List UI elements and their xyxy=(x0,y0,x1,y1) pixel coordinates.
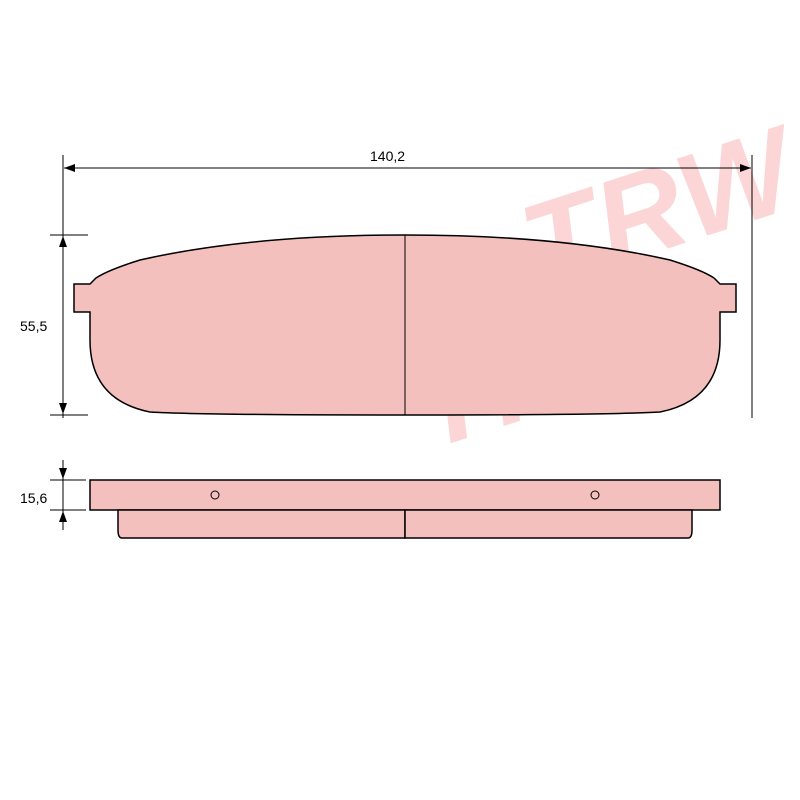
technical-drawing: TRW TRW xyxy=(0,0,800,800)
dimension-thickness xyxy=(50,460,86,530)
friction-right xyxy=(405,510,692,538)
dimension-height-label: 55,5 xyxy=(20,318,47,334)
backing-plate xyxy=(90,480,720,510)
side-view xyxy=(90,480,720,538)
dimension-thickness-label: 15,6 xyxy=(20,490,47,506)
friction-left xyxy=(118,510,405,538)
front-view xyxy=(74,235,736,415)
dimension-width-label: 140,2 xyxy=(370,148,405,164)
dimension-height xyxy=(50,235,88,415)
